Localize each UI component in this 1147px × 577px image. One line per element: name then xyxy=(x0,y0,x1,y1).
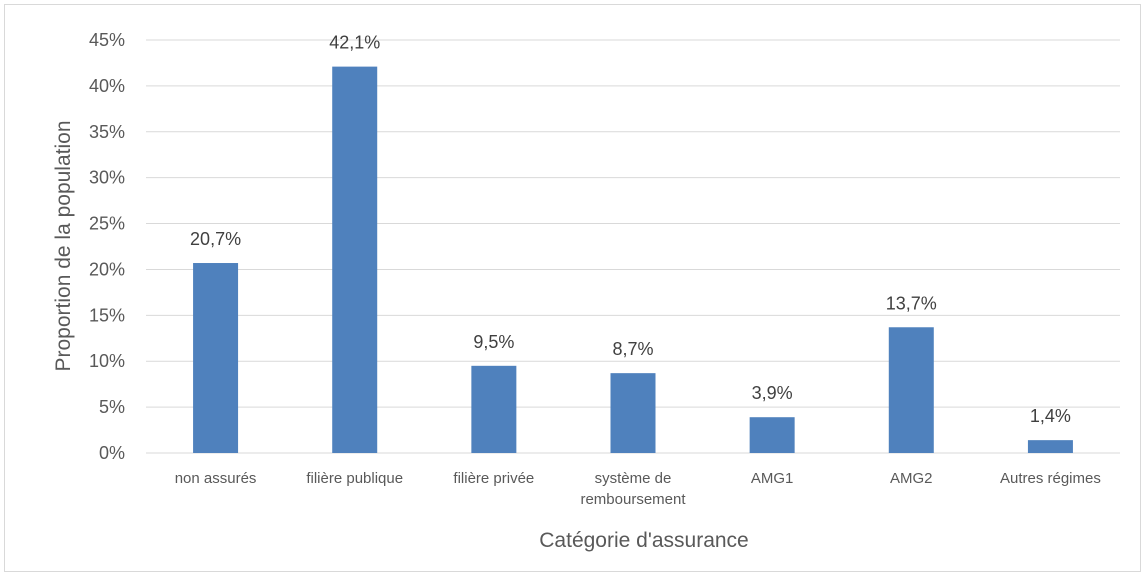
y-tick-label: 20% xyxy=(89,259,125,279)
bars xyxy=(193,66,1073,454)
x-tick-label-line: Autres régimes xyxy=(1000,470,1101,487)
x-tick-label: filière publique xyxy=(306,470,403,487)
data-label: 1,4% xyxy=(1030,406,1071,426)
bar xyxy=(610,373,656,453)
data-label: 13,7% xyxy=(886,293,937,313)
y-tick-label: 10% xyxy=(89,351,125,371)
x-tick-label-line: filière publique xyxy=(306,470,403,487)
x-axis-title: Catégorie d'assurance xyxy=(539,529,748,552)
y-tick-label: 0% xyxy=(99,443,125,463)
x-tick-label-line: non assurés xyxy=(175,470,257,487)
x-tick-label-line: AMG1 xyxy=(751,470,794,487)
x-tick-label: Autres régimes xyxy=(1000,470,1101,487)
data-label: 20,7% xyxy=(190,229,241,249)
bar xyxy=(1027,440,1073,453)
y-tick-label: 45% xyxy=(89,30,125,50)
data-label: 8,7% xyxy=(612,339,653,359)
bar xyxy=(888,327,934,453)
y-tick-label: 35% xyxy=(89,122,125,142)
x-tick-label-line: AMG2 xyxy=(890,470,933,487)
bar xyxy=(471,365,517,453)
bar xyxy=(193,263,239,453)
x-tick-label-line: remboursement xyxy=(580,491,686,508)
gridlines xyxy=(146,39,1120,454)
x-tick-label: filière privée xyxy=(453,470,534,487)
bar xyxy=(332,66,378,454)
x-tick-label-line: filière privée xyxy=(453,470,534,487)
x-tick-label: AMG1 xyxy=(751,470,794,487)
y-axis-ticks: 0% 5% 10% 15% 20% 25% 30% 35% 40% 45% xyxy=(89,30,125,463)
x-axis-categories: non assurés filière publique filière privé… xyxy=(175,470,1101,508)
y-tick-label: 40% xyxy=(89,76,125,96)
bar xyxy=(749,417,795,453)
x-tick-label: non assurés xyxy=(175,470,257,487)
x-tick-label-line: système de xyxy=(595,470,672,487)
y-axis-title: Proportion de la population xyxy=(52,120,75,371)
y-tick-label: 5% xyxy=(99,397,125,417)
x-tick-label: système de remboursement xyxy=(580,470,686,508)
y-tick-label: 25% xyxy=(89,214,125,234)
y-tick-label: 15% xyxy=(89,305,125,325)
y-tick-label: 30% xyxy=(89,168,125,188)
data-label: 9,5% xyxy=(473,332,514,352)
data-label: 3,9% xyxy=(752,383,793,403)
data-labels: 20,7% 42,1% 9,5% 8,7% 3,9% 13,7% 1,4% xyxy=(190,33,1071,427)
data-label: 42,1% xyxy=(329,33,380,53)
x-tick-label: AMG2 xyxy=(890,470,933,487)
